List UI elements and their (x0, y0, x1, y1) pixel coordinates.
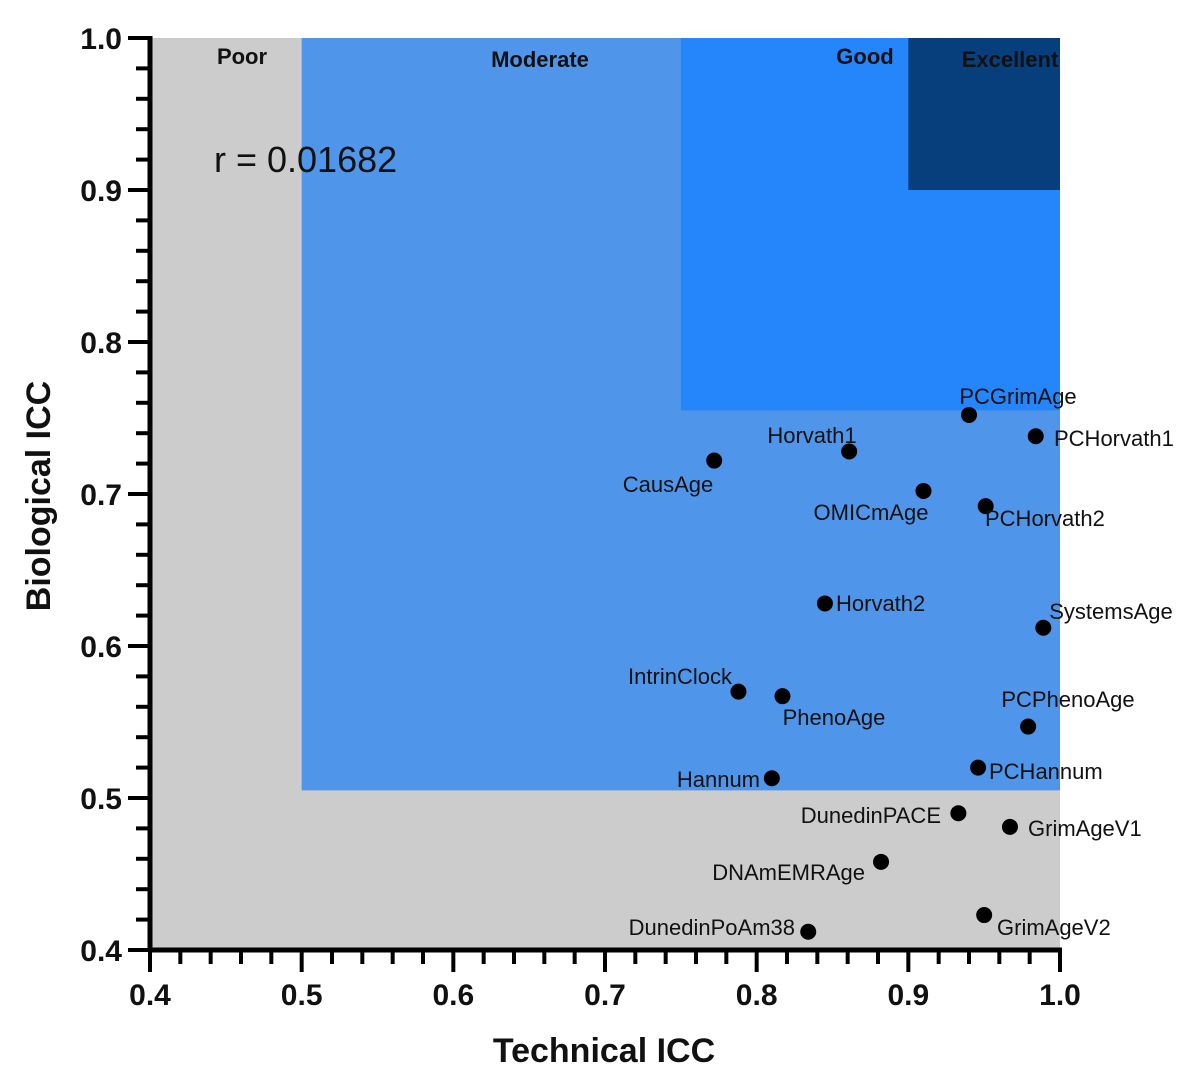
x-tick-label: 0.8 (736, 979, 778, 1012)
data-point-horvath1 (841, 443, 858, 460)
point-label-pcphenoage: PCPhenoAge (1001, 687, 1134, 712)
x-axis-title: Technical ICC (493, 1032, 715, 1070)
data-point-grimagev1 (1001, 818, 1018, 835)
data-point-pcphenoage (1020, 718, 1037, 735)
point-label-dnamemrage: DNAmEMRAge (712, 860, 865, 885)
data-point-horvath2 (816, 595, 833, 612)
x-tick-label: 0.6 (432, 979, 474, 1012)
point-label-hannum: Hannum (677, 767, 760, 792)
data-point-grimagev2 (976, 907, 993, 924)
point-label-grimagev1: GrimAgeV1 (1028, 816, 1142, 841)
y-tick-label: 1.0 (80, 23, 122, 56)
point-label-dunedinpoam38: DunedinPoAm38 (629, 915, 795, 940)
zone-label-moderate: Moderate (491, 47, 589, 72)
point-label-grimagev2: GrimAgeV2 (997, 915, 1111, 940)
y-axis-title: Biological ICC (20, 381, 58, 611)
axes-layer: 0.4 0.5 0.6 0.7 0.8 0.9 1.0 0.4 0.5 0.6 0.7 0.8 0.9 1… (80, 23, 1081, 1012)
data-point-intrinclock (730, 683, 747, 700)
correlation-annotation: r = 0.01682 (214, 139, 397, 180)
y-tick-label: 0.8 (80, 327, 122, 360)
zone-label-layer: Poor Moderate Good Excellent (217, 44, 1059, 72)
y-tick-label: 0.5 (80, 783, 122, 816)
point-label-intrinclock: IntrinClock (628, 664, 733, 689)
zone-label-excellent: Excellent (962, 47, 1059, 72)
data-point-dunedinpoam38 (800, 923, 817, 940)
data-point-dunedinpace (950, 805, 967, 822)
zone-label-poor: Poor (217, 44, 268, 69)
point-label-pchannum: PCHannum (989, 759, 1103, 784)
point-layer: PCGrimAge PCHorvath1 Horvath1 CausAge OMICmA… (623, 384, 1174, 940)
y-tick-label: 0.6 (80, 631, 122, 664)
point-label-causage: CausAge (623, 472, 714, 497)
data-point-hannum (763, 770, 780, 787)
data-point-dnamemrage (873, 853, 890, 870)
point-label-pchorvath1: PCHorvath1 (1054, 426, 1174, 451)
x-tick-label: 0.7 (584, 979, 626, 1012)
point-label-horvath2: Horvath2 (836, 591, 925, 616)
zone-label-good: Good (836, 44, 893, 69)
y-tick-label: 0.7 (80, 479, 122, 512)
y-tick-label: 0.9 (80, 175, 122, 208)
data-point-pcgrimage (961, 406, 977, 423)
zone-excellent (908, 38, 1060, 190)
data-point-phenoage (774, 688, 791, 705)
point-label-phenoage: PhenoAge (783, 705, 886, 730)
x-tick-label: 0.4 (129, 979, 171, 1012)
data-point-systemsage (1035, 619, 1052, 636)
data-point-omicmage (915, 482, 932, 499)
data-point-pchorvath1 (1027, 428, 1044, 445)
data-point-pchorvath2 (977, 498, 994, 515)
data-point-causage (706, 452, 723, 469)
point-label-omicmage: OMICmAge (814, 500, 929, 525)
point-label-systemsage: SystemsAge (1049, 599, 1173, 624)
y-tick-label: 0.4 (80, 935, 122, 968)
point-label-horvath1: Horvath1 (767, 423, 856, 448)
data-point-pchannum (970, 759, 987, 776)
zone-layer (150, 38, 1061, 950)
x-tick-label: 0.9 (887, 979, 929, 1012)
point-label-pcgrimage: PCGrimAge (959, 384, 1076, 409)
point-label-dunedinpace: DunedinPACE (801, 803, 941, 828)
x-tick-label: 1.0 (1039, 979, 1081, 1012)
x-tick-label: 0.5 (281, 979, 323, 1012)
point-label-pchorvath2: PCHorvath2 (985, 506, 1105, 531)
